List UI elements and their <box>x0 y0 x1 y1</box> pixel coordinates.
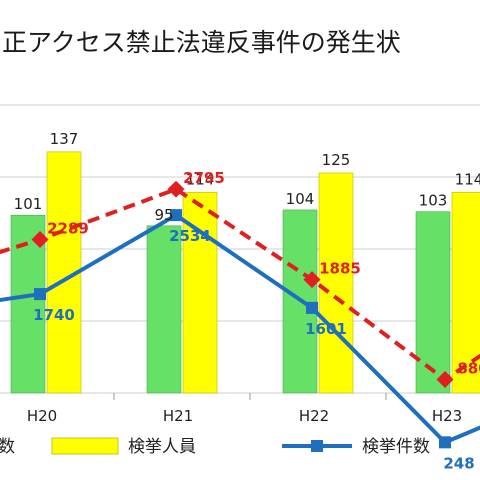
bar-green-label: 101 <box>14 195 43 213</box>
legend-swatch-yellow <box>51 437 119 455</box>
red-point-label: 880 <box>457 360 480 378</box>
bar-green-label: 103 <box>419 192 448 210</box>
bar-yellow-label: 125 <box>322 151 351 169</box>
red-point-label: 2795 <box>183 169 225 187</box>
blue-point-label: 2534 <box>169 227 211 245</box>
bar-green-label: 95 <box>154 206 173 224</box>
blue-marker-H22 <box>306 301 318 314</box>
legend-marker-blue <box>311 440 323 452</box>
x-tick-label: H22 <box>299 407 329 425</box>
x-tick-label: H23 <box>432 407 462 425</box>
blue-point-label: 248 <box>443 454 474 472</box>
bar-green-label: 104 <box>286 190 315 208</box>
bars <box>10 151 480 394</box>
x-tick-label: H21 <box>163 407 193 425</box>
data-labels: 1011372289174095114279525341041251885160… <box>14 130 480 472</box>
red-marker-H22 <box>303 271 321 289</box>
red-point-label: 2289 <box>47 219 89 237</box>
red-marker-H21 <box>167 180 185 198</box>
blue-marker-H21 <box>170 209 182 222</box>
x-axis: H20 H21 H22 H23 <box>27 407 462 425</box>
red-marker-H23 <box>436 371 454 389</box>
blue-marker-H23 <box>439 436 451 449</box>
chart-title: 正アクセス禁止法違反事件の発生状 <box>2 28 401 57</box>
legend-label-yellow: 検挙人員 <box>128 437 196 457</box>
line-red-dashed <box>0 186 480 382</box>
red-point-label: 1885 <box>319 260 361 278</box>
blue-marker-H20 <box>34 288 46 301</box>
bar-yellow-label: 114 <box>186 170 215 188</box>
bar-yellow-label: 114 <box>455 170 480 188</box>
blue-point-label: 1601 <box>305 320 347 338</box>
bar-green-H21 <box>146 225 182 394</box>
bar-green-H23 <box>415 211 451 394</box>
legend-label-cut: 数 <box>0 437 15 457</box>
x-tick-label: H20 <box>27 407 57 425</box>
legend-label-blue: 検挙件数 <box>362 437 430 457</box>
bar-yellow-label: 137 <box>50 130 79 148</box>
blue-point-label: 1740 <box>33 306 75 324</box>
legend: 数 検挙人員 検挙件数 <box>0 437 430 457</box>
line-blue <box>0 212 480 445</box>
bar-yellow-H22 <box>318 172 354 394</box>
